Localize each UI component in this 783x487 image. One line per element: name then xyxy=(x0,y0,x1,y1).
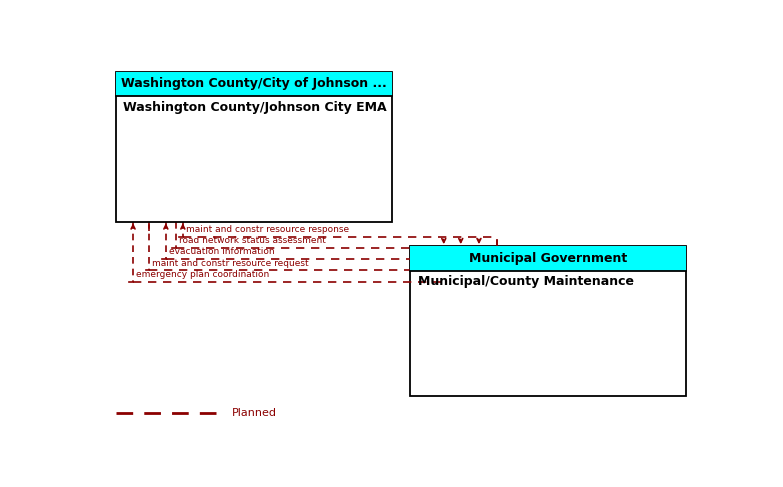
Text: emergency plan coordination: emergency plan coordination xyxy=(136,270,269,279)
Text: Planned: Planned xyxy=(232,408,276,418)
Text: maint and constr resource request: maint and constr resource request xyxy=(153,259,309,268)
Text: evacuation information: evacuation information xyxy=(169,247,275,257)
Text: maint and constr resource response: maint and constr resource response xyxy=(186,225,349,234)
Bar xyxy=(410,246,687,396)
Bar xyxy=(410,246,687,271)
Text: Municipal Government: Municipal Government xyxy=(469,252,627,265)
Bar xyxy=(116,72,392,96)
Text: Washington County/City of Johnson ...: Washington County/City of Johnson ... xyxy=(121,77,387,91)
Text: Washington County/Johnson City EMA: Washington County/Johnson City EMA xyxy=(124,101,387,114)
Bar xyxy=(116,72,392,222)
Text: Municipal/County Maintenance: Municipal/County Maintenance xyxy=(417,275,633,288)
Text: road network status assessment: road network status assessment xyxy=(179,236,326,245)
